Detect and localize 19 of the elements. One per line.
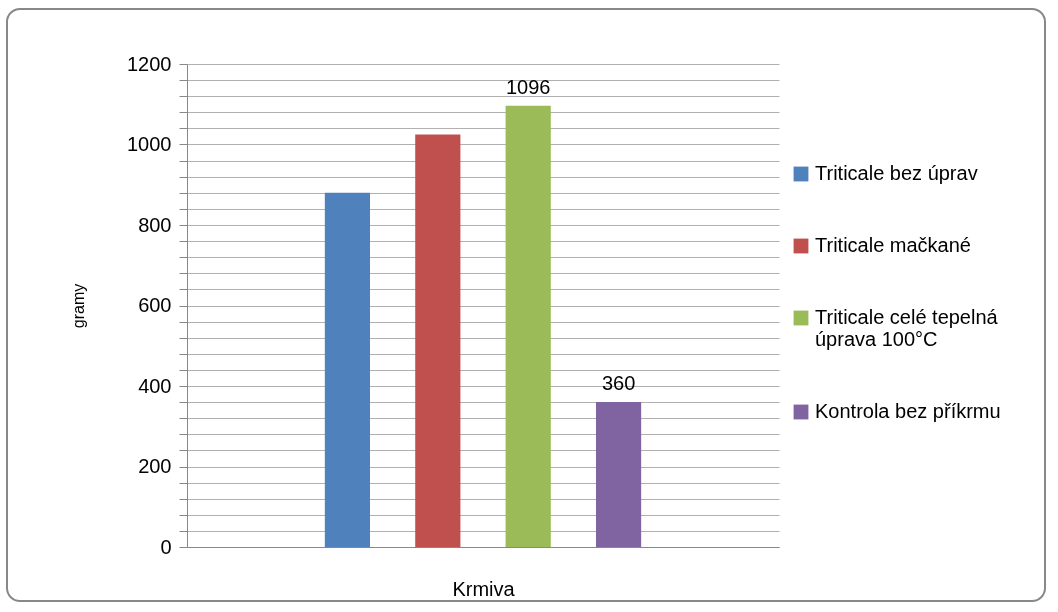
y-tick-label: 0 <box>160 535 172 558</box>
bar <box>505 105 551 547</box>
y-tick-label: 1200 <box>127 52 172 75</box>
legend-label: Triticale bez úprav <box>815 162 978 184</box>
y-tick-label: 800 <box>138 213 172 236</box>
bar <box>324 192 371 547</box>
y-tick-label: 1000 <box>127 133 172 155</box>
legend-label: Triticale celé tepelná úprava 100°C <box>815 306 999 350</box>
bar <box>415 134 461 547</box>
data-label: 360 <box>601 372 636 395</box>
y-axis-title: gramy <box>70 283 88 329</box>
legend-label: Triticale mačkané <box>815 234 971 256</box>
y-tick-label: 600 <box>138 294 172 316</box>
data-label: 1096 <box>505 75 551 98</box>
legend-label: Kontrola bez příkrmu <box>815 400 1001 422</box>
bar <box>595 402 642 547</box>
x-axis-title: Krmiva <box>452 577 516 600</box>
y-tick-label: 400 <box>138 374 172 397</box>
y-tick-label: 200 <box>138 455 172 477</box>
